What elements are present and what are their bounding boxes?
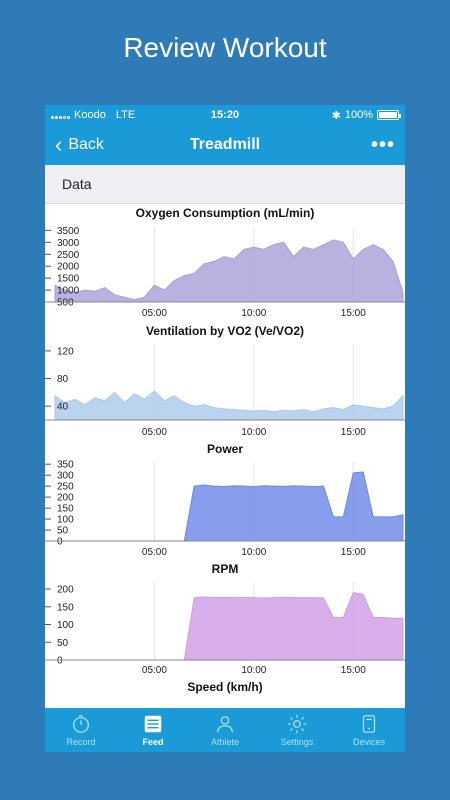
y-tick-label: 350 — [57, 460, 74, 471]
y-tick-label: 50 — [57, 638, 69, 649]
x-tick-label: 10:00 — [241, 547, 266, 558]
y-tick-label: 50 — [57, 526, 69, 537]
y-tick-label: 1000 — [57, 286, 80, 297]
y-tick-label: 40 — [57, 402, 69, 413]
x-tick-label: 05:00 — [142, 547, 167, 558]
y-tick-label: 300 — [57, 471, 74, 482]
tab-feed[interactable]: Feed — [117, 708, 189, 752]
back-button[interactable]: ‹ Back — [55, 134, 104, 156]
x-tick-label: 15:00 — [341, 547, 366, 558]
signal-icon — [51, 111, 70, 119]
chart-title: Power — [207, 442, 243, 456]
back-label: Back — [68, 136, 104, 153]
y-tick-label: 120 — [57, 346, 74, 357]
nav-bar: ‹ Back Treadmill ••• — [45, 125, 405, 165]
chart-0: Oxygen Consumption (mL/min) 05:00 10:00 15:… — [45, 206, 405, 319]
y-tick-label: 0 — [57, 656, 63, 667]
y-tick-label: 200 — [57, 493, 74, 504]
person-icon — [217, 716, 233, 733]
x-tick-label: 05:00 — [142, 665, 167, 676]
x-tick-label: 05:00 — [142, 308, 167, 319]
chart-title: Oxygen Consumption (mL/min) — [136, 206, 315, 220]
y-tick-label: 2500 — [57, 250, 80, 261]
x-tick-label: 15:00 — [341, 308, 366, 319]
chart-title: RPM — [212, 562, 239, 576]
gear-icon — [287, 714, 307, 734]
y-tick-label: 250 — [57, 482, 74, 493]
carrier-label: Koodo — [74, 109, 106, 121]
tab-record[interactable]: Record — [45, 708, 117, 752]
promo-title: Review Workout — [123, 32, 327, 63]
series-area — [54, 239, 404, 303]
x-tick-label: 10:00 — [241, 427, 266, 438]
chart-1: Ventilation by VO2 (Ve/VO2) 05:00 10:00 15:… — [45, 324, 405, 438]
y-tick-label: 100 — [57, 620, 74, 631]
feed-icon — [144, 715, 162, 733]
status-bar: Koodo LTE 15:20 ✱ 100% — [45, 105, 405, 125]
x-tick-label: 10:00 — [241, 665, 266, 676]
series-area — [55, 592, 404, 661]
tab-label: Record — [66, 737, 96, 747]
chevron-left-icon: ‹ — [55, 132, 63, 157]
network-label: LTE — [115, 109, 136, 121]
devices-icon — [362, 715, 376, 733]
battery-icon — [377, 110, 401, 120]
tab-label: Athlete — [210, 737, 240, 747]
section-header: Data — [45, 165, 405, 204]
y-tick-label: 0 — [57, 537, 63, 548]
section-title: Data — [62, 176, 92, 192]
tab-athlete[interactable]: Athlete — [189, 708, 261, 752]
series-area — [55, 471, 404, 542]
y-tick-label: 200 — [57, 585, 74, 596]
chart-3: RPM 05:00 10:00 15:00 0 50 100 150 200 — [45, 562, 405, 676]
y-tick-label: 100 — [57, 515, 74, 526]
charts-svg: Oxygen Consumption (mL/min) 05:00 10:00 15:… — [45, 206, 405, 694]
chart-2: Power 05:00 10:00 15:00 05010015020025030035… — [45, 442, 405, 558]
charts-scroll-area[interactable]: Oxygen Consumption (mL/min) 05:00 10:00 15:… — [45, 204, 405, 708]
bluetooth-icon: ✱ — [331, 109, 341, 122]
chart-title: Ventilation by VO2 (Ve/VO2) — [146, 324, 304, 338]
tab-label: Devices — [352, 737, 385, 747]
chart-title: Speed (km/h) — [187, 680, 262, 694]
tab-label: Feed — [142, 737, 164, 747]
chart-4: Speed (km/h) — [187, 680, 262, 694]
series-area — [54, 390, 404, 421]
x-tick-label: 15:00 — [341, 427, 366, 438]
more-button[interactable]: ••• — [370, 133, 395, 156]
phone-screen: Koodo LTE 15:20 ✱ 100% ‹ Back Treadmill … — [45, 105, 405, 752]
y-tick-label: 3000 — [57, 238, 80, 249]
battery-percent: 100% — [344, 109, 373, 121]
tab-devices[interactable]: Devices — [333, 708, 405, 752]
tab-label: Settings — [280, 737, 314, 747]
x-tick-label: 10:00 — [241, 308, 266, 319]
y-tick-label: 500 — [57, 298, 74, 309]
y-tick-label: 150 — [57, 504, 74, 515]
y-tick-label: 80 — [57, 374, 69, 385]
y-tick-label: 1500 — [57, 274, 80, 285]
tab-bar: Record Feed Athlete Settings Devices — [45, 708, 405, 752]
stopwatch-icon — [73, 715, 89, 733]
tab-settings[interactable]: Settings — [261, 708, 333, 752]
x-tick-label: 15:00 — [341, 665, 366, 676]
y-tick-label: 3500 — [57, 226, 80, 237]
y-tick-label: 150 — [57, 602, 74, 613]
x-tick-label: 05:00 — [142, 427, 167, 438]
y-tick-label: 2000 — [57, 262, 80, 273]
